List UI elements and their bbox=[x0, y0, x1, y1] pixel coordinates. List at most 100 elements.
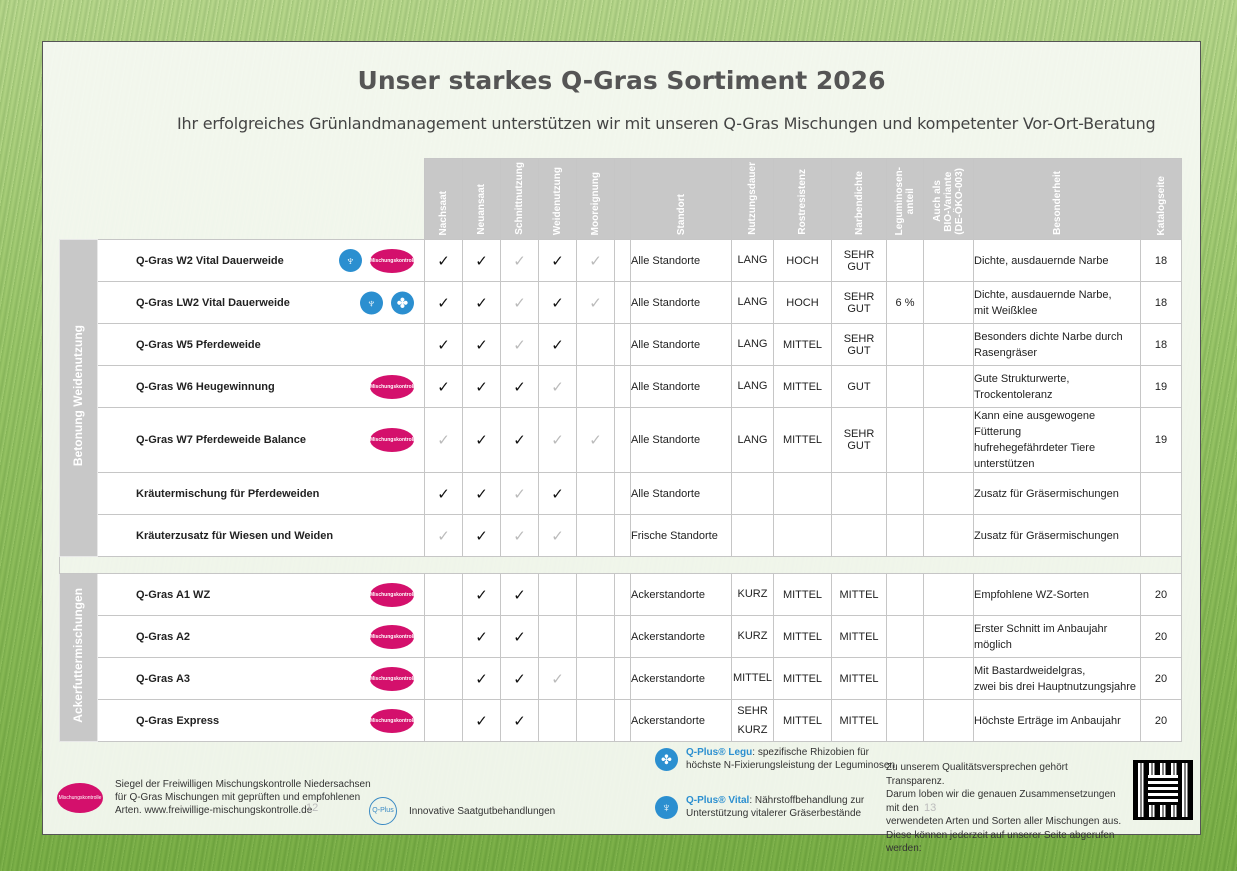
check-cell: ✓ bbox=[500, 239, 539, 282]
nutzungsdauer-cell bbox=[731, 514, 774, 557]
narbendichte-cell: SEHR GUT bbox=[831, 239, 887, 282]
bio-cell bbox=[923, 323, 974, 366]
check-cell: ✓ bbox=[462, 699, 501, 742]
product-table: Nachsaat Neuansaat Schnittnutzung Weiden… bbox=[59, 158, 1182, 742]
bio-cell bbox=[923, 407, 974, 473]
bio-cell bbox=[923, 514, 974, 557]
bio-cell bbox=[923, 472, 974, 515]
nutzungsdauer-cell: KURZ bbox=[731, 615, 774, 658]
page-number-right: 13 bbox=[924, 802, 937, 814]
bio-cell bbox=[923, 699, 974, 742]
check-cell: ✓ bbox=[538, 657, 577, 700]
table-row: Q-Gras W5 Pferdeweide ✓ ✓ ✓ ✓ Alle Standorte L… bbox=[60, 323, 1182, 366]
check-cell: ✓ bbox=[538, 514, 577, 557]
standort-cell: Alle Standorte bbox=[630, 472, 732, 515]
mischungskontrolle-seal-icon: Mischungskontrolle bbox=[370, 248, 417, 273]
check-cell: ✓ bbox=[500, 615, 539, 658]
header-nachsaat: Nachsaat bbox=[438, 190, 449, 235]
narbendichte-cell: SEHR GUT bbox=[831, 323, 887, 366]
nutzungsdauer-cell bbox=[731, 472, 774, 515]
check-cell bbox=[424, 657, 463, 700]
leguminosen-cell: 6 % bbox=[886, 281, 924, 324]
check-cell: ✓ bbox=[538, 365, 577, 408]
standort-cell: Alle Standorte bbox=[630, 239, 732, 282]
qplus-text: Innovative Saatgutbehandlungen bbox=[409, 805, 556, 817]
bio-cell bbox=[923, 239, 974, 282]
bio-cell bbox=[923, 657, 974, 700]
check-cell: ✓ bbox=[500, 472, 539, 515]
header-weidenutzung: Weidenutzung bbox=[552, 166, 563, 235]
check-cell bbox=[576, 514, 615, 557]
check-cell bbox=[424, 573, 463, 616]
standort-cell: Alle Standorte bbox=[630, 407, 732, 473]
check-cell bbox=[576, 699, 615, 742]
mixture-name: Q-Gras Express Mischungskontrolle bbox=[97, 699, 425, 742]
check-cell bbox=[538, 699, 577, 742]
bio-cell bbox=[923, 615, 974, 658]
katalogseite-cell: 20 bbox=[1140, 699, 1182, 742]
katalogseite-cell: 18 bbox=[1140, 281, 1182, 324]
standort-cell: Ackerstandorte bbox=[630, 657, 732, 700]
check-cell bbox=[614, 657, 631, 700]
table-row: Q-Gras LW2 Vital Dauerweide ♆ ✤ ✓ ✓ ✓ ✓ ✓ Alle S… bbox=[60, 281, 1182, 324]
mixture-name: Q-Gras W6 Heugewinnung Mischungskontrolle bbox=[97, 365, 425, 408]
check-cell: ✓ bbox=[462, 365, 501, 408]
header-bio-variante: Auch als BIO-Variante (DE-ÖKO-003) bbox=[932, 168, 965, 235]
table-row: Betonung Weidenutzung Q-Gras W2 Vital Dau… bbox=[59, 239, 1182, 557]
nutzungsdauer-cell: MITTEL bbox=[731, 657, 774, 700]
besonderheit-cell: Zusatz für Gräsermischungen bbox=[973, 472, 1141, 515]
besonderheit-cell: Empfohlene WZ-Sorten bbox=[973, 573, 1141, 616]
standort-cell: Ackerstandorte bbox=[630, 699, 732, 742]
seal-text-line: für Q-Gras Mischungen mit geprüften und … bbox=[115, 792, 361, 803]
check-cell bbox=[614, 615, 631, 658]
katalogseite-cell bbox=[1140, 472, 1182, 515]
check-cell bbox=[576, 657, 615, 700]
nutzungsdauer-cell: SEHR KURZ bbox=[731, 699, 774, 742]
besonderheit-cell: Mit Bastardweidelgras, zwei bis drei Haup… bbox=[973, 657, 1141, 700]
check-cell bbox=[538, 573, 577, 616]
bio-cell bbox=[923, 365, 974, 408]
rostresistenz-cell: MITTEL bbox=[773, 407, 832, 473]
group-ackerfutter: Ackerfuttermischungen Q-Gras A1 WZ Mischun… bbox=[59, 573, 1182, 742]
besonderheit-cell: Gute Strukturwerte, Trockentoleranz bbox=[973, 365, 1141, 408]
katalogseite-cell: 20 bbox=[1140, 615, 1182, 658]
standort-cell: Alle Standorte bbox=[630, 365, 732, 408]
header-neuansaat: Neuansaat bbox=[476, 184, 487, 235]
qr-code-icon[interactable] bbox=[1133, 760, 1193, 820]
check-cell: ✓ bbox=[462, 281, 501, 324]
table-row: Kräutermischung für Pferdeweiden ✓ ✓ ✓ ✓ Alle… bbox=[60, 472, 1182, 515]
leguminosen-cell bbox=[886, 472, 924, 515]
group-label: Ackerfuttermischungen bbox=[59, 573, 98, 742]
narbendichte-cell: SEHR GUT bbox=[831, 407, 887, 473]
table-row: Ackerfuttermischungen Q-Gras A1 WZ Mischun… bbox=[59, 573, 1182, 742]
leguminosen-cell bbox=[886, 365, 924, 408]
mischungskontrolle-seal-icon: Mischungskontrolle bbox=[370, 624, 417, 649]
mixture-name: Q-Gras LW2 Vital Dauerweide ♆ ✤ bbox=[97, 281, 425, 324]
check-cell bbox=[576, 365, 615, 408]
leguminosen-cell bbox=[886, 239, 924, 282]
nutzungsdauer-cell: LANG bbox=[731, 281, 774, 324]
besonderheit-cell: Zusatz für Gräsermischungen bbox=[973, 514, 1141, 557]
nutzungsdauer-cell: LANG bbox=[731, 239, 774, 282]
bio-cell bbox=[923, 281, 974, 324]
check-cell: ✓ bbox=[500, 699, 539, 742]
besonderheit-cell: Dichte, ausdauernde Narbe, mit Weißklee bbox=[973, 281, 1141, 324]
leguminosen-cell bbox=[886, 699, 924, 742]
legend-legu: ✤ Q-Plus® Legu: spezifische Rhizobien fü… bbox=[655, 746, 895, 772]
rostresistenz-cell: MITTEL bbox=[773, 657, 832, 700]
page-subtitle: Ihr erfolgreiches Grünlandmanagement unt… bbox=[177, 114, 1156, 133]
seal-legend: Mischungskontrolle Siegel der Freiwillig… bbox=[57, 778, 371, 817]
group-weidenutzung: Betonung Weidenutzung Q-Gras W2 Vital Dau… bbox=[59, 239, 1182, 557]
check-cell bbox=[576, 323, 615, 366]
rostresistenz-cell: MITTEL bbox=[773, 615, 832, 658]
group-label: Betonung Weidenutzung bbox=[59, 239, 98, 557]
check-cell: ✓ bbox=[500, 323, 539, 366]
katalogseite-cell bbox=[1140, 514, 1182, 557]
check-cell bbox=[614, 699, 631, 742]
narbendichte-cell: MITTEL bbox=[831, 657, 887, 700]
check-cell bbox=[614, 514, 631, 557]
check-cell: ✓ bbox=[462, 573, 501, 616]
leguminosen-cell bbox=[886, 323, 924, 366]
header-nutzungsdauer: Nutzungsdauer bbox=[747, 162, 758, 235]
mischungskontrolle-seal-icon: Mischungskontrolle bbox=[370, 374, 417, 399]
